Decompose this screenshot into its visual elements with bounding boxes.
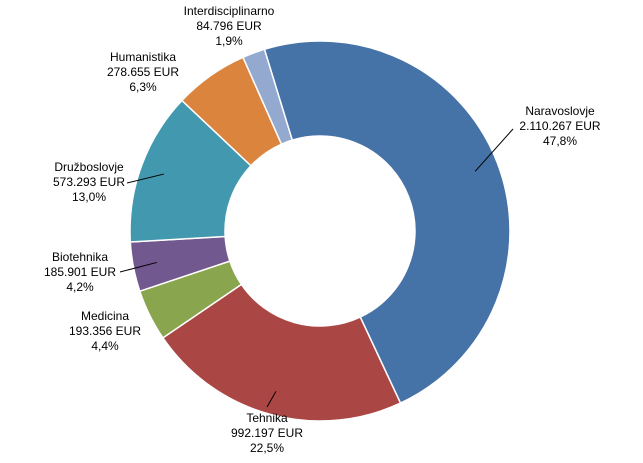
label-percent-interdisciplinarno: 1,9% (215, 34, 243, 48)
leader-line-naravoslovje (474, 128, 514, 172)
leader-lines (119, 128, 514, 408)
label-name-interdisciplinarno: Interdisciplinarno (184, 4, 275, 18)
donut-slices (129, 40, 511, 422)
slice-tehnika (161, 283, 402, 422)
label-percent-naravoslovje: 47,8% (543, 134, 577, 148)
label-percent-humanistika: 6,3% (129, 80, 157, 94)
label-percent-druzboslovje: 13,0% (72, 190, 106, 204)
leader-line-druzboslovje (126, 173, 164, 184)
label-name-medicina: Medicina (81, 309, 129, 323)
slice-naravoslovje (263, 40, 511, 405)
label-name-druzboslovje: Družboslovje (54, 160, 124, 174)
label-amount-medicina: 193.356 EUR (69, 324, 141, 338)
label-name-tehnika: Tehnika (246, 411, 288, 425)
label-percent-biotehnika: 4,2% (66, 280, 94, 294)
slice-interdisciplinarno (242, 48, 294, 146)
label-amount-druzboslovje: 573.293 EUR (53, 175, 125, 189)
label-percent-medicina: 4,4% (91, 339, 119, 353)
label-amount-naravoslovje: 2.110.267 EUR (519, 119, 600, 133)
label-name-naravoslovje: Naravoslovje (525, 104, 595, 118)
leader-line-tehnika (266, 391, 277, 408)
label-percent-tehnika: 22,5% (250, 441, 284, 455)
leader-line-biotehnika (119, 261, 157, 273)
label-amount-humanistika: 278.655 EUR (107, 65, 179, 79)
label-name-humanistika: Humanistika (110, 50, 176, 64)
label-name-biotehnika: Biotehnika (52, 250, 108, 264)
label-amount-interdisciplinarno: 84.796 EUR (196, 19, 262, 33)
label-amount-biotehnika: 185.901 EUR (44, 265, 116, 279)
label-amount-tehnika: 992.197 EUR (231, 426, 303, 440)
